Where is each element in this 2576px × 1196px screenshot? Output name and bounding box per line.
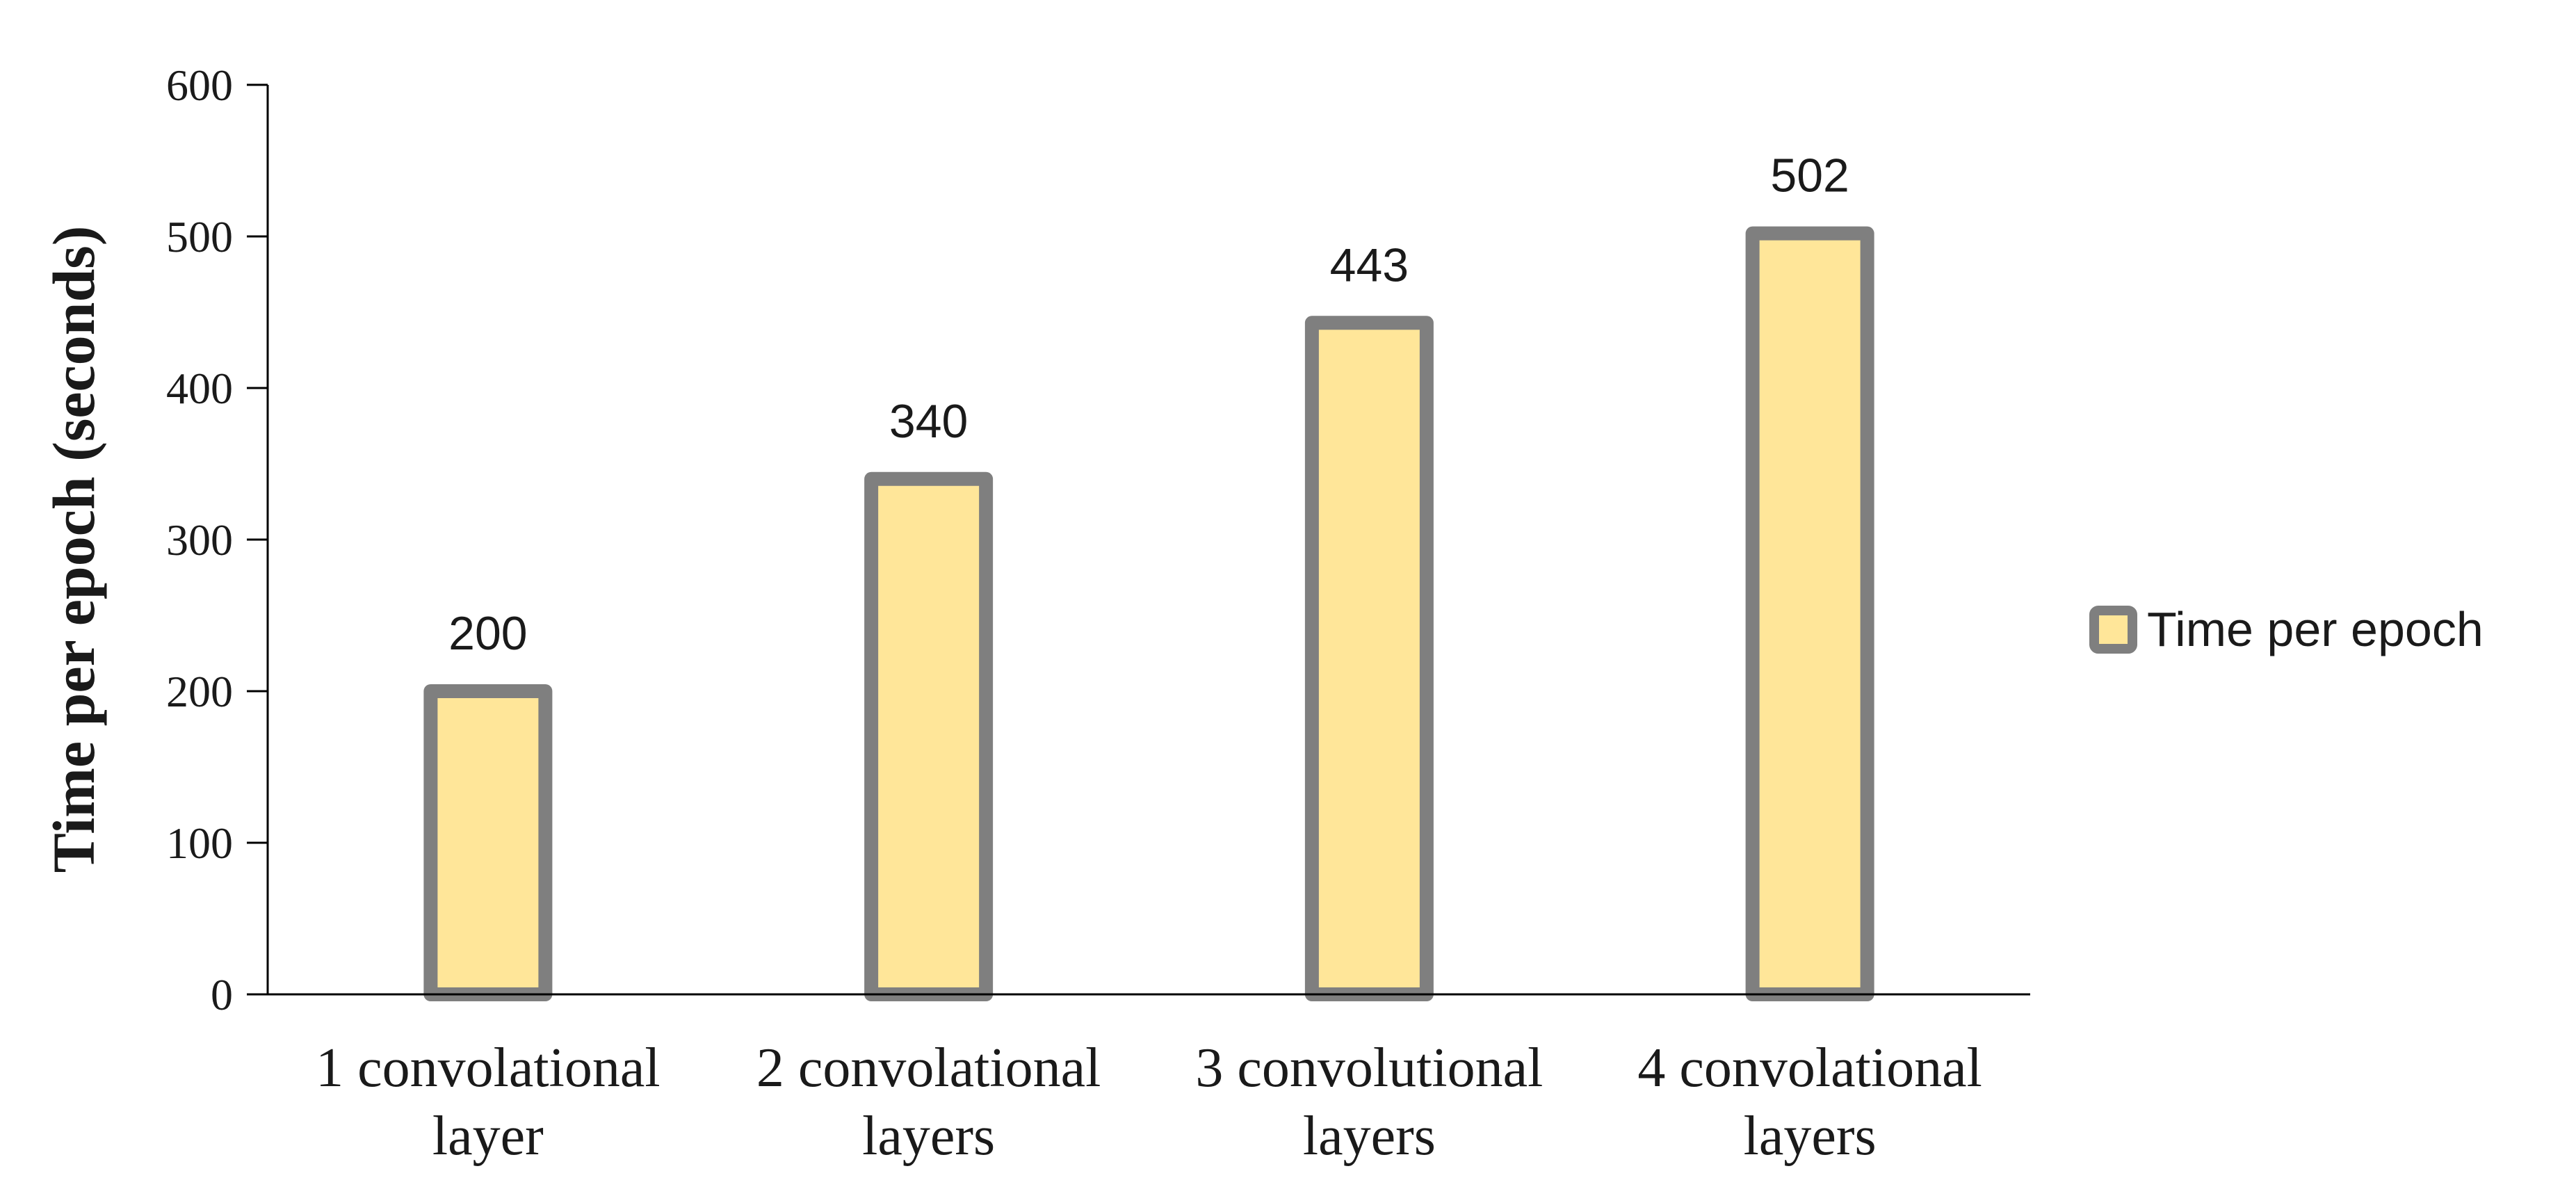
data-label: 443 <box>1330 239 1409 291</box>
legend-label: Time per epoch <box>2147 602 2484 656</box>
category-label: 2 convolational <box>756 1037 1101 1099</box>
category-label: 1 convolational <box>316 1037 660 1099</box>
y-axis-title: Time per epoch (seconds) <box>40 226 107 873</box>
y-tick-label: 200 <box>166 667 233 716</box>
bar <box>423 684 553 1001</box>
category-label: layers <box>1303 1106 1436 1167</box>
data-label: 340 <box>889 395 968 448</box>
bars <box>423 226 1874 1001</box>
category-label: layers <box>1744 1106 1877 1167</box>
y-tick-label: 100 <box>166 818 233 868</box>
legend-swatch <box>2089 606 2137 654</box>
data-label: 502 <box>1770 150 1849 202</box>
category-label: 3 convolutional <box>1195 1037 1543 1099</box>
category-labels: 1 convolational layer 2 convolational layer… <box>316 1037 1982 1167</box>
data-labels: 200 340 443 502 <box>448 150 1849 660</box>
category-label: layer <box>432 1106 544 1167</box>
bar <box>864 471 994 1001</box>
y-tick-label: 400 <box>166 364 233 413</box>
y-axis-ticks: 0 100 200 300 400 500 600 <box>166 60 268 1019</box>
y-tick-label: 500 <box>166 212 233 261</box>
data-label: 200 <box>448 607 527 660</box>
bar <box>1745 226 1874 1001</box>
category-label: 4 convolational <box>1637 1037 1982 1099</box>
legend: Time per epoch <box>2089 602 2484 656</box>
axes <box>266 85 2030 996</box>
y-tick-label: 300 <box>166 515 233 565</box>
y-tick-label: 0 <box>211 970 233 1019</box>
bar <box>1304 316 1434 1001</box>
y-tick-label: 600 <box>166 60 233 110</box>
category-label: layers <box>862 1106 995 1167</box>
